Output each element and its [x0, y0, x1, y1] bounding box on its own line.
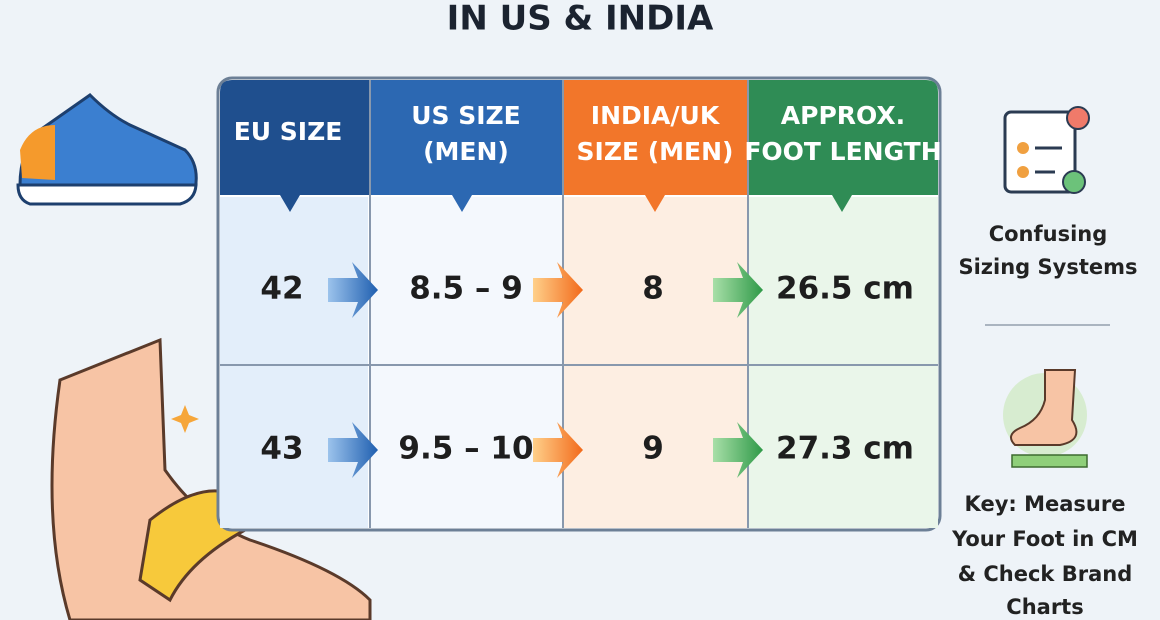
cell-value: 26.5 cm — [776, 271, 914, 307]
header-label: INDIA/UK — [591, 101, 721, 130]
sidebar-text: Sizing Systems — [958, 255, 1137, 279]
header-cell — [220, 80, 370, 212]
cell-bg — [748, 197, 938, 528]
cell-value: 8 — [642, 271, 664, 307]
header-cell — [563, 80, 748, 212]
header-cell — [748, 80, 938, 212]
header-label: (MEN) — [423, 137, 509, 166]
cell-value: 43 — [260, 431, 303, 467]
profile-icon — [1003, 106, 1090, 194]
header-label: EU SIZE — [234, 117, 343, 146]
header-label: US SIZE — [411, 101, 521, 130]
foot-icon — [1003, 369, 1088, 468]
cell-bg — [370, 197, 563, 528]
arrow — [533, 262, 583, 318]
cell-value: 42 — [260, 271, 303, 307]
arrow — [533, 422, 583, 478]
cell-bg — [563, 197, 748, 528]
arrow — [328, 422, 378, 478]
sidebar: Confusing Sizing Systems Key: Measure Yo… — [951, 106, 1138, 619]
header-label: APPROX. — [781, 101, 905, 130]
shoe-icon — [16, 93, 198, 206]
title: IN US & INDIA — [447, 0, 714, 39]
cell-value: 9 — [642, 431, 664, 467]
header-label: SIZE (MEN) — [577, 137, 734, 166]
arrow — [713, 262, 763, 318]
sidebar-text: Confusing — [989, 222, 1108, 246]
cell-value: 27.3 cm — [776, 431, 914, 467]
arrow — [328, 262, 378, 318]
cell-bg — [220, 197, 368, 528]
cell-value: 8.5 – 9 — [409, 271, 523, 307]
table-rows: 42 8.5 – 9 8 26.5 cm 43 9.5 – 10 9 27.3 cm — [260, 262, 914, 478]
sidebar-text: & Check Brand — [958, 562, 1132, 586]
header-label: FOOT LENGTH — [744, 137, 941, 166]
sidebar-text: Charts — [1006, 595, 1083, 619]
sidebar-text: Key: Measure — [965, 492, 1126, 516]
header-cell — [370, 80, 563, 212]
cell-value: 9.5 – 10 — [398, 431, 533, 467]
sidebar-text: Your Foot in CM — [951, 527, 1138, 551]
size-table: EU SIZE US SIZE (MEN) INDIA/UK SIZE (MEN… — [216, 76, 942, 532]
arrow — [713, 422, 763, 478]
